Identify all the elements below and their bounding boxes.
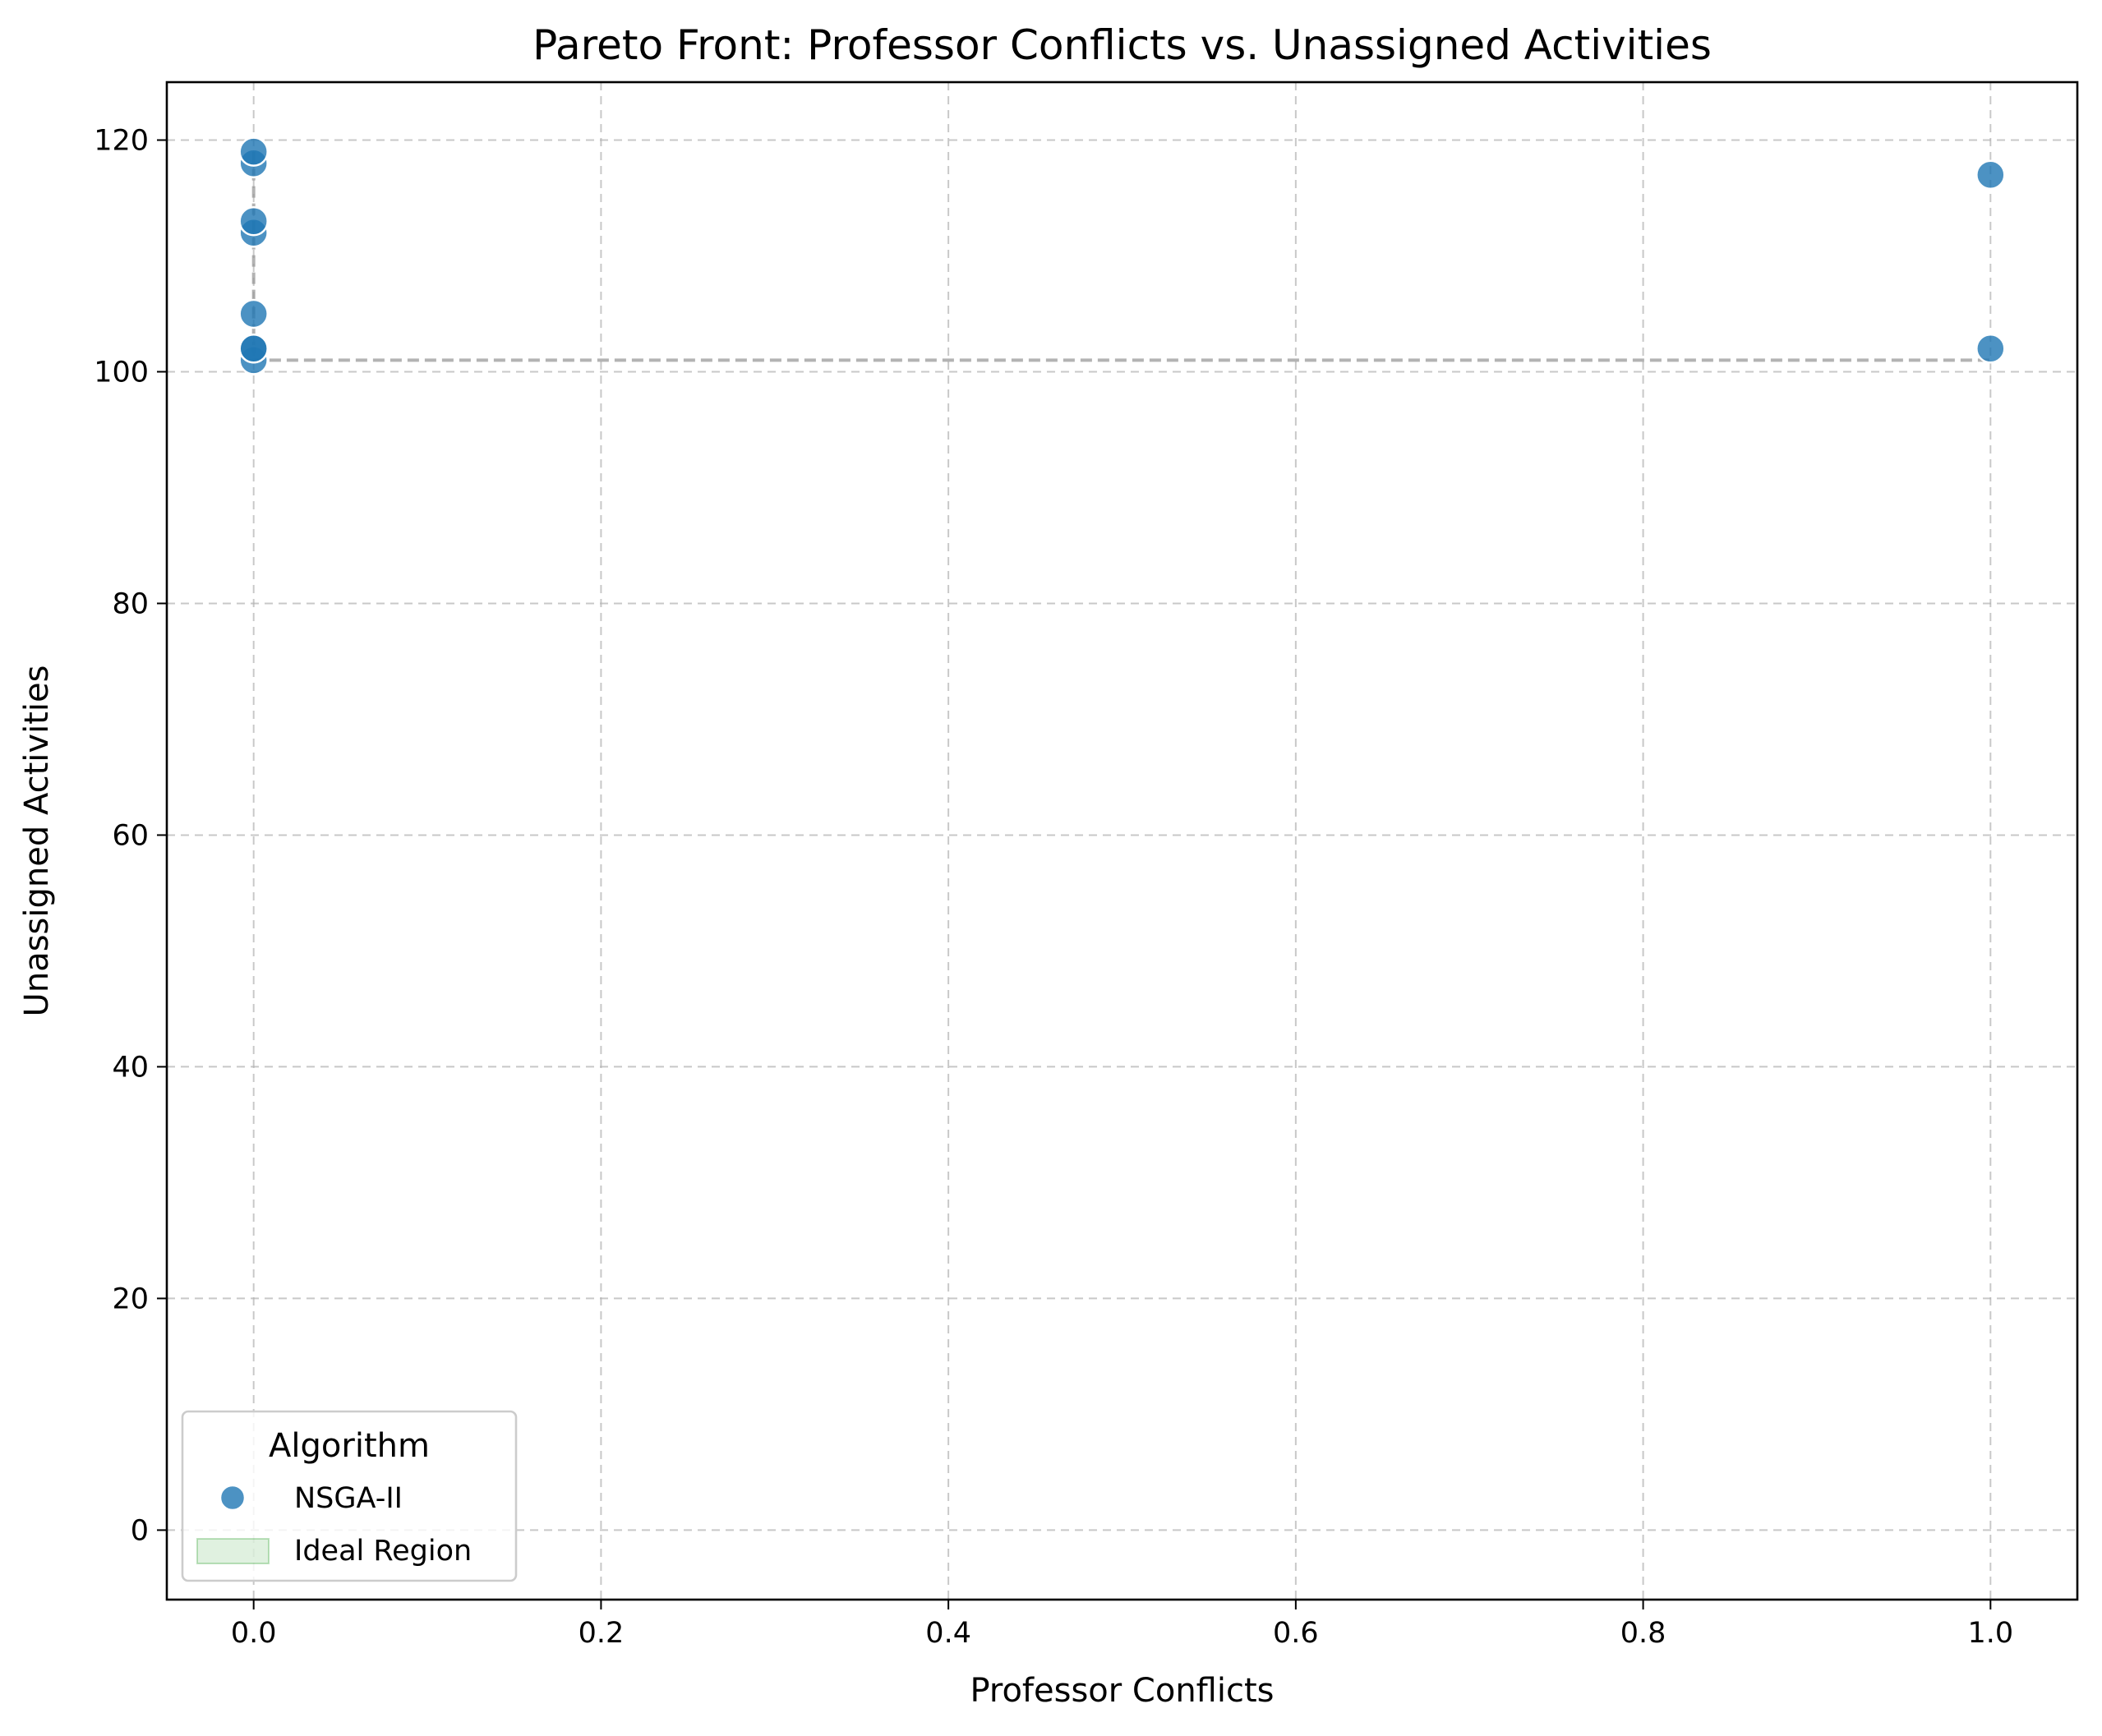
x-axis-label: Professor Conflicts [970, 1672, 1274, 1710]
data-point [238, 298, 269, 329]
data-point [238, 205, 269, 237]
x-tick-label: 0.2 [579, 1617, 625, 1650]
y-tick-label: 120 [94, 124, 149, 157]
pareto-front-path [251, 151, 1991, 362]
y-tick-label: 100 [94, 356, 149, 389]
axis-ticks: 0.0 0.2 0.4 0.6 0.8 1.0 0 20 40 60 80 100 120 [94, 124, 2013, 1650]
legend-ideal-region-patch [196, 1538, 270, 1564]
x-tick-label: 0.0 [231, 1617, 277, 1650]
y-tick-label: 40 [112, 1051, 149, 1084]
data-point [1975, 334, 2006, 364]
y-tick-label: 60 [112, 819, 149, 852]
pareto-front-line [251, 151, 1991, 362]
legend-box [181, 1410, 518, 1582]
x-tick-label: 0.6 [1273, 1617, 1319, 1650]
grid-lines [167, 82, 2077, 1600]
data-point [1975, 159, 2006, 191]
y-axis-label: Unassigned Activities [18, 665, 56, 1017]
x-tick-label: 0.4 [925, 1617, 971, 1650]
data-point [238, 334, 269, 364]
plot-frame [165, 81, 2079, 1601]
x-tick-label: 1.0 [1967, 1617, 2013, 1650]
legend-nsga-ii-marker [219, 1484, 247, 1512]
legend-nsga-ii-label: NSGA-II [294, 1482, 403, 1515]
x-tick-label: 0.8 [1620, 1617, 1666, 1650]
legend-ideal-region-label: Ideal Region [294, 1535, 472, 1568]
data-point [238, 136, 269, 167]
legend-title: Algorithm [269, 1427, 430, 1465]
y-tick-label: 80 [112, 587, 149, 620]
y-tick-label: 0 [131, 1514, 149, 1547]
legend: Algorithm NSGA-II Ideal Region [181, 1410, 518, 1582]
nsga-ii-points [238, 136, 2006, 375]
y-tick-label: 20 [112, 1282, 149, 1315]
chart-title: Pareto Front: Professor Conflicts vs. Un… [532, 21, 1712, 69]
